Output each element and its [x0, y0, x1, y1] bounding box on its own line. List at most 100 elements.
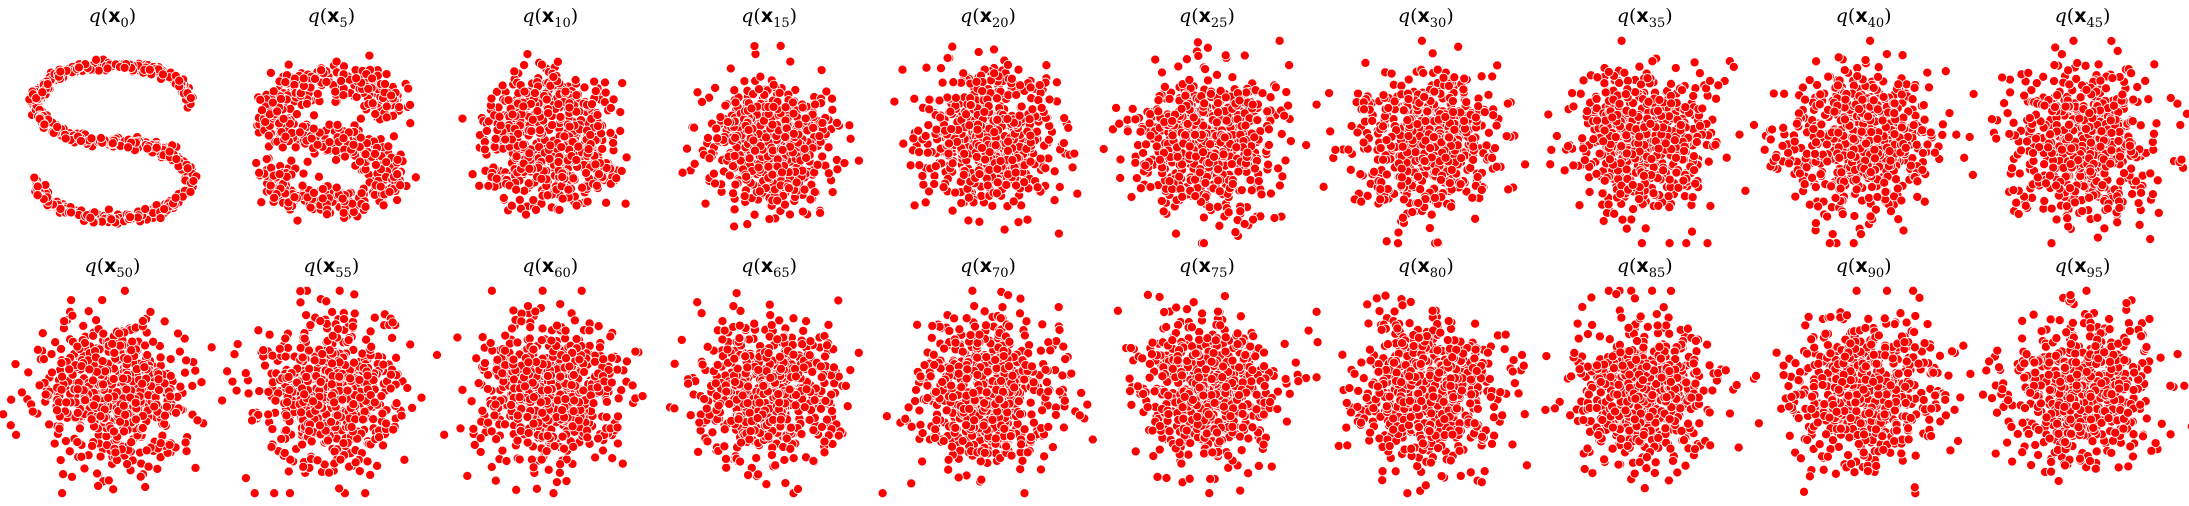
scatter-point — [525, 164, 534, 173]
scatter-point — [1242, 88, 1251, 97]
scatter-point — [697, 97, 706, 106]
scatter-point — [1441, 153, 1450, 162]
scatter-point — [1212, 70, 1221, 79]
panel-title: q(x25) — [1179, 5, 1235, 31]
scatter-point — [762, 133, 771, 142]
scatter-point — [1157, 68, 1166, 77]
scatter-point — [533, 106, 542, 115]
scatter-point — [989, 45, 998, 54]
scatter-point — [574, 142, 583, 151]
panel-q-x0: q(x0) — [25, 5, 201, 228]
scatter-point — [1193, 38, 1202, 47]
scatter-point — [1423, 107, 1432, 116]
scatter-point — [1404, 75, 1413, 84]
scatter-point — [768, 120, 777, 129]
scatter-point — [313, 89, 322, 98]
scatter-point — [899, 139, 908, 148]
scatter-point — [309, 188, 318, 197]
scatter-point — [1471, 113, 1480, 122]
scatter-point — [365, 51, 374, 60]
scatter-point — [1610, 209, 1619, 218]
scatter-point — [798, 103, 807, 112]
scatter-point — [1002, 180, 1011, 189]
scatter-point — [1575, 201, 1584, 210]
scatter-point — [1132, 174, 1141, 183]
scatter-point — [303, 157, 312, 166]
scatter-point — [622, 153, 631, 162]
scatter-point — [789, 129, 798, 138]
scatter-point — [1136, 127, 1145, 136]
scatter-point — [1394, 228, 1403, 237]
scatter-point — [1429, 133, 1438, 142]
scatter-point — [393, 196, 402, 205]
scatter-point — [1275, 181, 1284, 190]
scatter-point — [525, 149, 534, 158]
scatter-point — [314, 172, 323, 181]
scatter-point — [332, 183, 341, 192]
scatter-point — [747, 104, 756, 113]
scatter-point — [572, 155, 581, 164]
scatter-point — [523, 50, 532, 59]
scatter-point — [1280, 111, 1289, 120]
scatter-point — [1326, 127, 1335, 136]
scatter-point — [583, 197, 592, 206]
scatter-point — [498, 81, 507, 90]
scatter-point — [482, 126, 491, 135]
scatter-point — [511, 185, 520, 194]
scatter-point — [949, 78, 958, 87]
scatter-point — [158, 70, 167, 79]
scatter-point — [561, 87, 570, 96]
scatter-point — [750, 146, 759, 155]
scatter-point — [74, 63, 83, 72]
scatter-point — [1411, 148, 1420, 157]
scatter-point — [1235, 96, 1244, 105]
scatter-point — [33, 191, 42, 200]
scatter-point — [1456, 180, 1465, 189]
scatter-point — [701, 199, 710, 208]
scatter-point — [1007, 74, 1016, 83]
scatter-point — [721, 101, 730, 110]
scatter-point — [1165, 177, 1174, 186]
scatter-point — [379, 201, 388, 210]
scatter-point — [1599, 216, 1608, 225]
scatter-point — [1271, 83, 1280, 92]
scatter-point — [1521, 160, 1530, 169]
scatter-point — [1174, 62, 1183, 71]
scatter-point — [171, 193, 180, 202]
scatter-point — [1404, 131, 1413, 140]
scatter-point — [800, 185, 809, 194]
scatter-point — [1068, 163, 1077, 172]
scatter-point — [755, 187, 764, 196]
scatter-point — [1036, 154, 1045, 163]
scatter-point — [730, 222, 739, 231]
scatter-point — [1157, 196, 1166, 205]
scatter-point — [411, 173, 420, 182]
scatter-point — [1447, 165, 1456, 174]
scatter-point — [520, 61, 529, 70]
scatter-point — [991, 141, 1000, 150]
scatter-point — [1722, 153, 1731, 162]
scatter-point — [1201, 65, 1210, 74]
scatter-point — [281, 78, 290, 87]
scatter-point — [1449, 108, 1458, 117]
scatter-point — [690, 123, 699, 132]
scatter-point — [1480, 108, 1489, 117]
scatter-point — [368, 99, 377, 108]
scatter-point — [993, 115, 1002, 124]
scatter-point — [1459, 85, 1468, 94]
scatter-point — [504, 96, 513, 105]
scatter-point — [1266, 189, 1275, 198]
scatter-point — [1224, 208, 1233, 217]
scatter-points — [25, 55, 201, 228]
scatter-point — [331, 87, 340, 96]
scatter-point — [1413, 172, 1422, 181]
scatter-point — [1178, 192, 1187, 201]
scatter-point — [1399, 195, 1408, 204]
scatter-point — [331, 146, 340, 155]
scatter-point — [520, 87, 529, 96]
scatter-point — [1243, 148, 1252, 157]
scatter-point — [361, 150, 370, 159]
scatter-point — [530, 89, 539, 98]
scatter-point — [754, 85, 763, 94]
scatter-point — [806, 195, 815, 204]
